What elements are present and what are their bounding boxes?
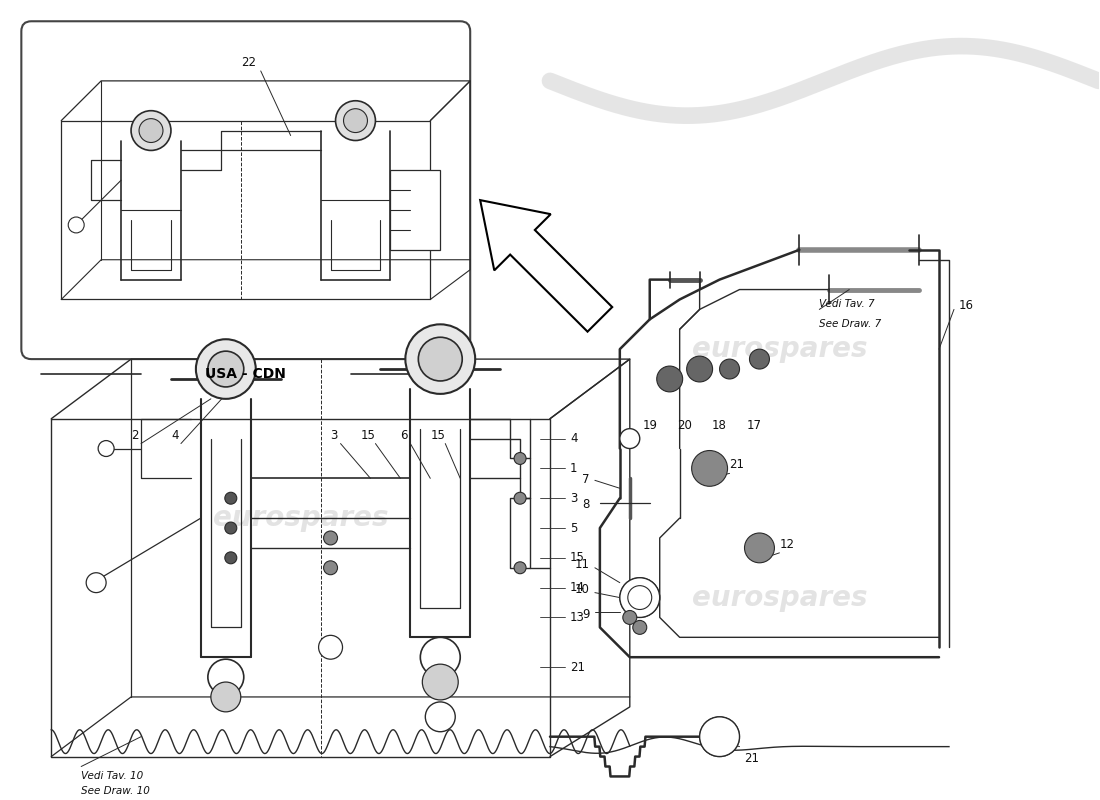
Circle shape <box>68 217 85 233</box>
Circle shape <box>628 586 651 610</box>
Circle shape <box>208 659 244 695</box>
Circle shape <box>700 717 739 757</box>
Text: 10: 10 <box>575 582 590 596</box>
Text: 19: 19 <box>642 418 657 432</box>
Circle shape <box>632 621 647 634</box>
Text: 12: 12 <box>780 538 794 551</box>
Circle shape <box>336 101 375 141</box>
Circle shape <box>406 324 475 394</box>
Text: 21: 21 <box>729 458 745 471</box>
Text: Vedi Tav. 7: Vedi Tav. 7 <box>820 299 874 310</box>
Text: 14: 14 <box>570 581 585 594</box>
Circle shape <box>657 366 683 392</box>
Text: eurospares: eurospares <box>692 583 867 611</box>
Text: USA - CDN: USA - CDN <box>206 367 286 381</box>
Circle shape <box>418 338 462 381</box>
Text: 21: 21 <box>570 661 585 674</box>
Circle shape <box>420 638 460 677</box>
Circle shape <box>323 561 338 574</box>
Text: 5: 5 <box>570 522 578 534</box>
Text: 20: 20 <box>678 418 692 432</box>
Text: 22: 22 <box>241 56 256 69</box>
Circle shape <box>745 533 774 563</box>
Text: 3: 3 <box>570 492 578 505</box>
Text: 4: 4 <box>570 432 578 445</box>
Text: 7: 7 <box>582 474 590 486</box>
Circle shape <box>343 109 367 133</box>
Circle shape <box>224 552 236 564</box>
Circle shape <box>196 339 255 399</box>
Bar <box>390 170 440 250</box>
Circle shape <box>514 492 526 504</box>
Circle shape <box>719 359 739 379</box>
Circle shape <box>208 351 244 387</box>
Text: 15: 15 <box>361 429 375 442</box>
Circle shape <box>98 441 114 457</box>
Text: 15: 15 <box>430 429 446 442</box>
Text: 13: 13 <box>570 611 585 624</box>
Circle shape <box>323 531 338 545</box>
Circle shape <box>224 492 236 504</box>
Text: 4: 4 <box>170 429 178 442</box>
Circle shape <box>619 429 640 449</box>
Circle shape <box>211 682 241 712</box>
Circle shape <box>623 610 637 625</box>
Text: 8: 8 <box>583 498 590 511</box>
Circle shape <box>692 450 727 486</box>
Text: 3: 3 <box>331 429 338 442</box>
Text: 18: 18 <box>712 418 727 432</box>
Text: eurospares: eurospares <box>692 335 867 363</box>
Text: 15: 15 <box>570 551 585 564</box>
Circle shape <box>139 118 163 142</box>
Circle shape <box>686 356 713 382</box>
Circle shape <box>514 453 526 465</box>
Circle shape <box>86 573 106 593</box>
Circle shape <box>426 702 455 732</box>
FancyBboxPatch shape <box>21 22 470 359</box>
Circle shape <box>514 562 526 574</box>
Text: 11: 11 <box>575 558 590 571</box>
Text: Vedi Tav. 10: Vedi Tav. 10 <box>81 771 143 782</box>
Text: 1: 1 <box>570 462 578 475</box>
Text: 17: 17 <box>747 418 762 432</box>
Text: eurospares: eurospares <box>213 504 388 532</box>
Circle shape <box>224 522 236 534</box>
Circle shape <box>749 349 769 369</box>
Text: See Draw. 7: See Draw. 7 <box>820 319 881 330</box>
Circle shape <box>319 635 342 659</box>
Circle shape <box>700 717 739 757</box>
Text: See Draw. 10: See Draw. 10 <box>81 786 150 796</box>
Text: 9: 9 <box>582 607 590 621</box>
Text: 21: 21 <box>745 751 759 765</box>
Text: 2: 2 <box>131 429 139 442</box>
Text: 16: 16 <box>959 299 974 313</box>
Circle shape <box>619 578 660 618</box>
Circle shape <box>422 664 459 700</box>
Circle shape <box>619 578 660 618</box>
Text: 6: 6 <box>400 429 408 442</box>
FancyArrow shape <box>481 200 613 332</box>
Circle shape <box>131 110 170 150</box>
